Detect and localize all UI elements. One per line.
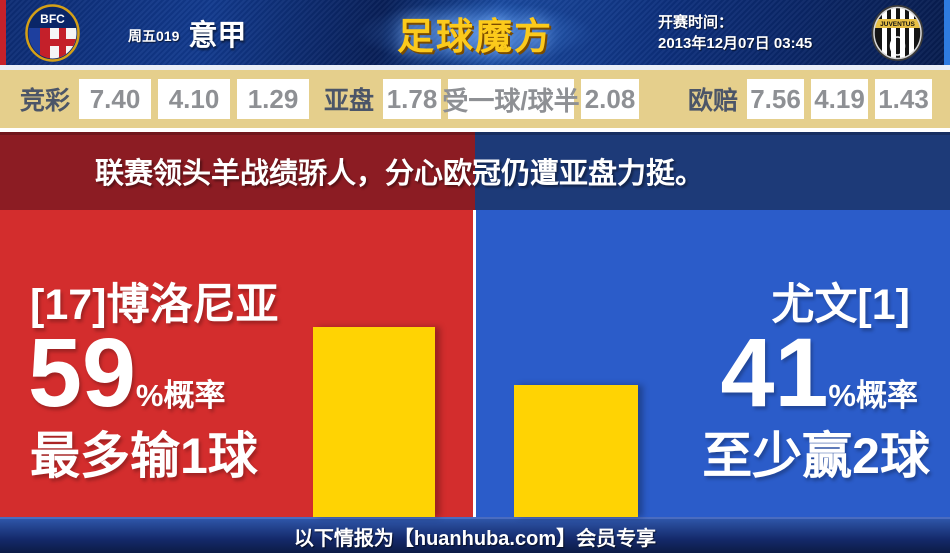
footer-bar: 以下情报为【huanhuba.com】会员专享 (0, 517, 950, 553)
svg-text:JUVENTUS: JUVENTUS (880, 21, 915, 28)
yapan-label: 亚盘 (324, 87, 375, 115)
headline-banner: 联赛领头羊战绩骄人，分心欧冠仍遭亚盘力挺。 (0, 132, 950, 210)
banner-home-half (0, 132, 475, 210)
away-probability-bar (514, 385, 638, 517)
jingcai-odds-group: 竞彩 7.40 4.10 1.29 (20, 70, 310, 128)
oupei-home-odds: 7.56 (747, 79, 805, 119)
kickoff-time: 开赛时间： 2013年12月07日 03:45 (658, 12, 812, 54)
away-probability: 41 %概率 (721, 322, 918, 424)
headline-text: 联赛领头羊战绩骄人，分心欧冠仍遭亚盘力挺。 (95, 158, 705, 190)
away-probability-value: 41 (720, 318, 829, 427)
odds-banner-separator (0, 128, 950, 132)
jingcai-draw-odds: 4.10 (158, 79, 231, 119)
home-probability-bar (313, 327, 435, 517)
footer-text: 以下情报为【huanhuba.com】会员专享 (293, 527, 657, 550)
svg-text:BFC: BFC (40, 12, 65, 26)
match-number: 周五019 (128, 28, 180, 44)
home-probability: 59 %概率 (28, 322, 225, 424)
league-name: 意甲 (188, 19, 247, 52)
yapan-handicap: 受一球/球半 (442, 79, 580, 119)
jingcai-away-odds: 1.29 (237, 79, 310, 119)
home-panel: [17]博洛尼亚 59 %概率 最多输1球 (0, 210, 475, 517)
panel-divider (473, 210, 476, 517)
banner-away-half (475, 132, 950, 210)
match-header: BFC 周五019 意甲 足球魔方 开赛时间： 2013年12月07日 03:4… (0, 0, 950, 65)
header-separator (0, 65, 950, 70)
kickoff-label: 开赛时间： (658, 13, 734, 31)
home-prediction-note: 最多输1球 (30, 428, 258, 484)
kickoff-datetime: 2013年12月07日 03:45 (658, 34, 813, 52)
home-color-stripe (0, 0, 6, 65)
away-prediction-note: 至少赢2球 (702, 428, 930, 484)
match-info: 周五019 意甲 (128, 0, 246, 65)
jingcai-label: 竞彩 (20, 87, 71, 115)
home-team-name: [17]博洛尼亚 (30, 281, 279, 329)
yapan-home-odds: 1.78 (383, 79, 442, 119)
oupei-odds-group: 欧赔 7.56 4.19 1.43 (688, 70, 933, 128)
away-probability-suffix: %概率 (828, 378, 918, 413)
yapan-odds-group: 亚盘 1.78 受一球/球半 2.08 (324, 70, 640, 128)
jingcai-home-odds: 7.40 (79, 79, 152, 119)
odds-strip: 竞彩 7.40 4.10 1.29 亚盘 1.78 受一球/球半 2.08 欧赔… (0, 70, 950, 128)
oupei-label: 欧赔 (688, 87, 739, 115)
away-team-name: 尤文[1] (771, 281, 910, 329)
home-probability-suffix: %概率 (135, 378, 226, 413)
home-probability-value: 59 (28, 318, 136, 427)
site-logo: 足球魔方 (397, 16, 553, 57)
away-color-stripe (944, 0, 950, 65)
probability-panels: [17]博洛尼亚 59 %概率 最多输1球 尤文[1] 41 %概率 至少赢2球 (0, 210, 950, 517)
juventus-crest-icon: JUVENTUS (869, 4, 926, 62)
bologna-crest-icon: BFC (24, 4, 81, 62)
oupei-draw-odds: 4.19 (811, 79, 869, 119)
yapan-away-odds: 2.08 (581, 79, 640, 119)
away-panel: 尤文[1] 41 %概率 至少赢2球 (475, 210, 950, 517)
oupei-away-odds: 1.43 (875, 79, 933, 119)
